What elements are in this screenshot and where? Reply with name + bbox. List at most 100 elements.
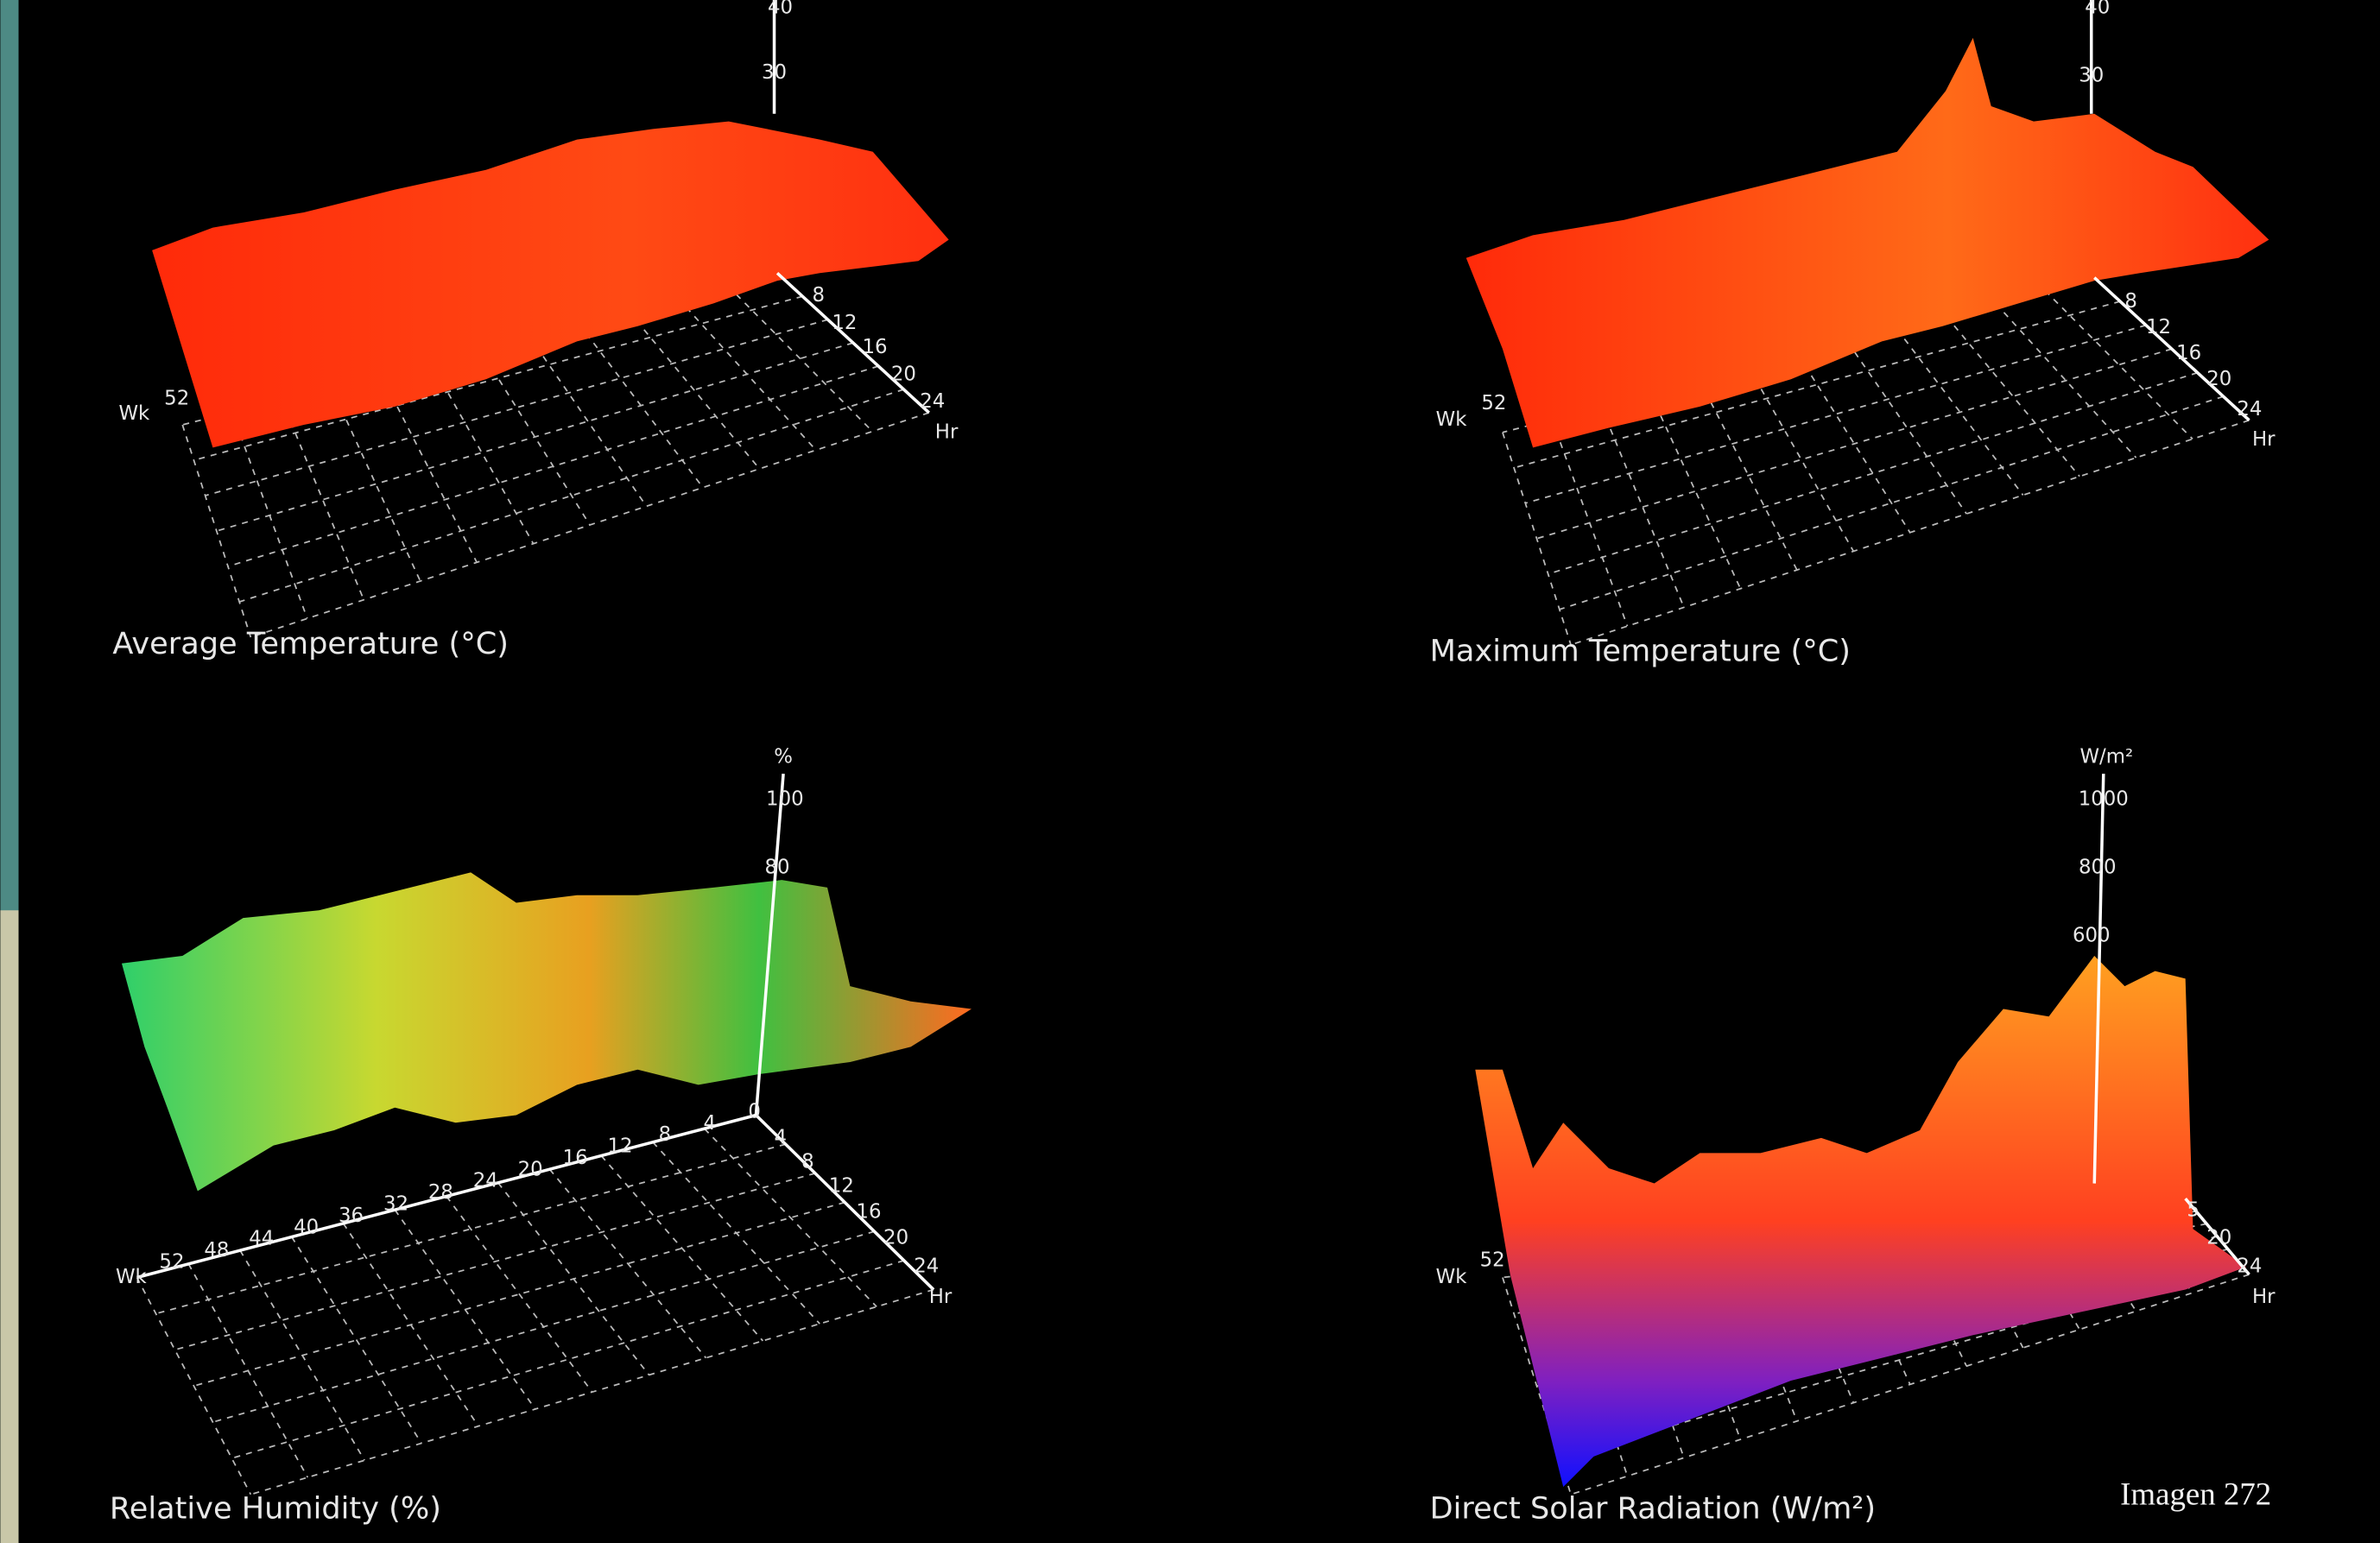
- floor-grid-line: [478, 348, 591, 526]
- z-tick-label: 30: [762, 61, 787, 84]
- z-axis: [754, 773, 785, 1116]
- z-tick-label: 1000: [2079, 788, 2129, 811]
- hr-axis: [2184, 1198, 2250, 1276]
- hr-tick-label: 12: [829, 1175, 854, 1198]
- floor-grid-line: [628, 310, 761, 470]
- wk-tick-label: 28: [428, 1181, 453, 1204]
- z-unit: %: [774, 745, 793, 768]
- hr-tick-label: 16: [856, 1200, 881, 1223]
- floor-grid-line: [193, 1201, 845, 1387]
- floor-grid-line: [1548, 371, 2198, 575]
- floor-grid-line: [1995, 302, 2137, 458]
- floor-grid-line: [227, 365, 879, 567]
- hr-tick-label: 20: [2206, 368, 2231, 390]
- wk-tick-label: 48: [204, 1239, 229, 1262]
- panel-title: Direct Solar Radiation (W/m²): [1430, 1490, 1876, 1526]
- wk-tick-label: 52: [159, 1250, 184, 1273]
- wk-tick-label: 52: [164, 388, 189, 410]
- hr-tick-label: 24: [2237, 1255, 2262, 1278]
- floor-grid-line: [212, 1230, 875, 1423]
- hr-tick-label: 8: [2124, 290, 2137, 313]
- hr-label: Hr: [929, 1286, 953, 1308]
- wk-label: Wk: [118, 402, 150, 425]
- hr-tick-label: 24: [2237, 398, 2262, 421]
- axes: [136, 0, 2250, 1291]
- floor-grid-line: [1536, 348, 2173, 540]
- hr-tick-label: 24: [914, 1255, 939, 1278]
- panel-title: Relative Humidity (%): [110, 1490, 441, 1526]
- floor-grid-line: [1570, 419, 2250, 646]
- hr-tick-label: 5: [2187, 1199, 2200, 1222]
- wk-tick-label: 8: [659, 1123, 672, 1146]
- wk-tick-label: 52: [1480, 1249, 1505, 1272]
- wk-label: Wk: [116, 1266, 148, 1288]
- floor-grid-line: [281, 399, 365, 600]
- z-tick-label: 800: [2079, 857, 2117, 879]
- floor-grid-line: [1946, 315, 2080, 477]
- floor-grid-line: [174, 1172, 816, 1351]
- floor-grid-line: [291, 1236, 422, 1444]
- z-tick-label: 30: [2079, 64, 2104, 86]
- floor-grid-line: [181, 424, 252, 638]
- floor-grid-line: [250, 412, 930, 638]
- hr-axis: [775, 271, 930, 414]
- z-tick-label: 40: [768, 0, 793, 18]
- floor-grid-line: [250, 1288, 934, 1496]
- wk-tick-label: 12: [607, 1135, 632, 1158]
- floor-grid-line: [704, 1128, 877, 1307]
- wk-tick-label: 40: [294, 1216, 319, 1238]
- floor-grid-line: [136, 1277, 252, 1496]
- floor-grid-line: [205, 319, 828, 496]
- hr-tick-label: 12: [2146, 316, 2171, 338]
- floor-grid-line: [727, 285, 873, 433]
- wk-tick-label: 0: [748, 1100, 761, 1122]
- hr-tick-label: 16: [2176, 342, 2201, 364]
- hr-tick-label: 12: [832, 312, 857, 334]
- hr-tick-label: 8: [801, 1150, 814, 1173]
- wk-tick-label: 52: [1481, 392, 1506, 414]
- wk-tick-label: 32: [383, 1193, 408, 1216]
- floor-grid-line: [1525, 324, 2147, 504]
- z-tick-label: 40: [2085, 0, 2110, 18]
- hr-tick-label: 20: [883, 1226, 908, 1249]
- floor-grid-line: [1570, 1274, 2250, 1496]
- hr-tick-label: 20: [891, 364, 916, 386]
- wk-tick-label: 20: [518, 1158, 543, 1180]
- floor-grid-line: [231, 1260, 905, 1459]
- wk-label: Wk: [1436, 1266, 1468, 1288]
- z-axis: [2092, 774, 2105, 1184]
- floor-grid-line: [1649, 393, 1742, 590]
- z-unit: W/m²: [2079, 745, 2133, 768]
- floor-grid-line: [429, 361, 535, 545]
- surface: [121, 872, 972, 1192]
- floor-grid-line: [216, 342, 854, 532]
- floor-grid-line: [1502, 432, 1572, 646]
- floor-grid-line: [1846, 341, 1967, 515]
- hr-label: Hr: [935, 421, 959, 443]
- wk-axis: [136, 1113, 756, 1280]
- floor-grid-line: [1513, 300, 2121, 469]
- floor-grid-line: [1748, 367, 1855, 552]
- floors: [136, 272, 2250, 1496]
- floor-grid-line: [1672, 1257, 1742, 1440]
- hr-tick-label: 4: [775, 1126, 788, 1148]
- panel-title: Maximum Temperature (°C): [1430, 634, 1851, 669]
- surface: [1465, 37, 2269, 448]
- floor-grid-line: [1559, 1261, 2239, 1459]
- floor-grid-line: [193, 295, 803, 461]
- wk-tick-label: 4: [704, 1112, 717, 1135]
- hr-label: Hr: [2252, 1286, 2276, 1308]
- wk-tick-label: 44: [249, 1228, 274, 1250]
- floor-grid-line: [1797, 354, 1911, 534]
- floor-grid-line: [394, 1209, 536, 1410]
- hr-label: Hr: [2252, 428, 2276, 451]
- z-tick-label: 100: [766, 788, 804, 811]
- wk-tick-label: 24: [473, 1170, 498, 1192]
- floor-grid-line: [2044, 289, 2193, 440]
- hr-tick-label: 20: [2206, 1226, 2231, 1249]
- left-strip: [0, 910, 19, 1543]
- surface: [152, 121, 949, 448]
